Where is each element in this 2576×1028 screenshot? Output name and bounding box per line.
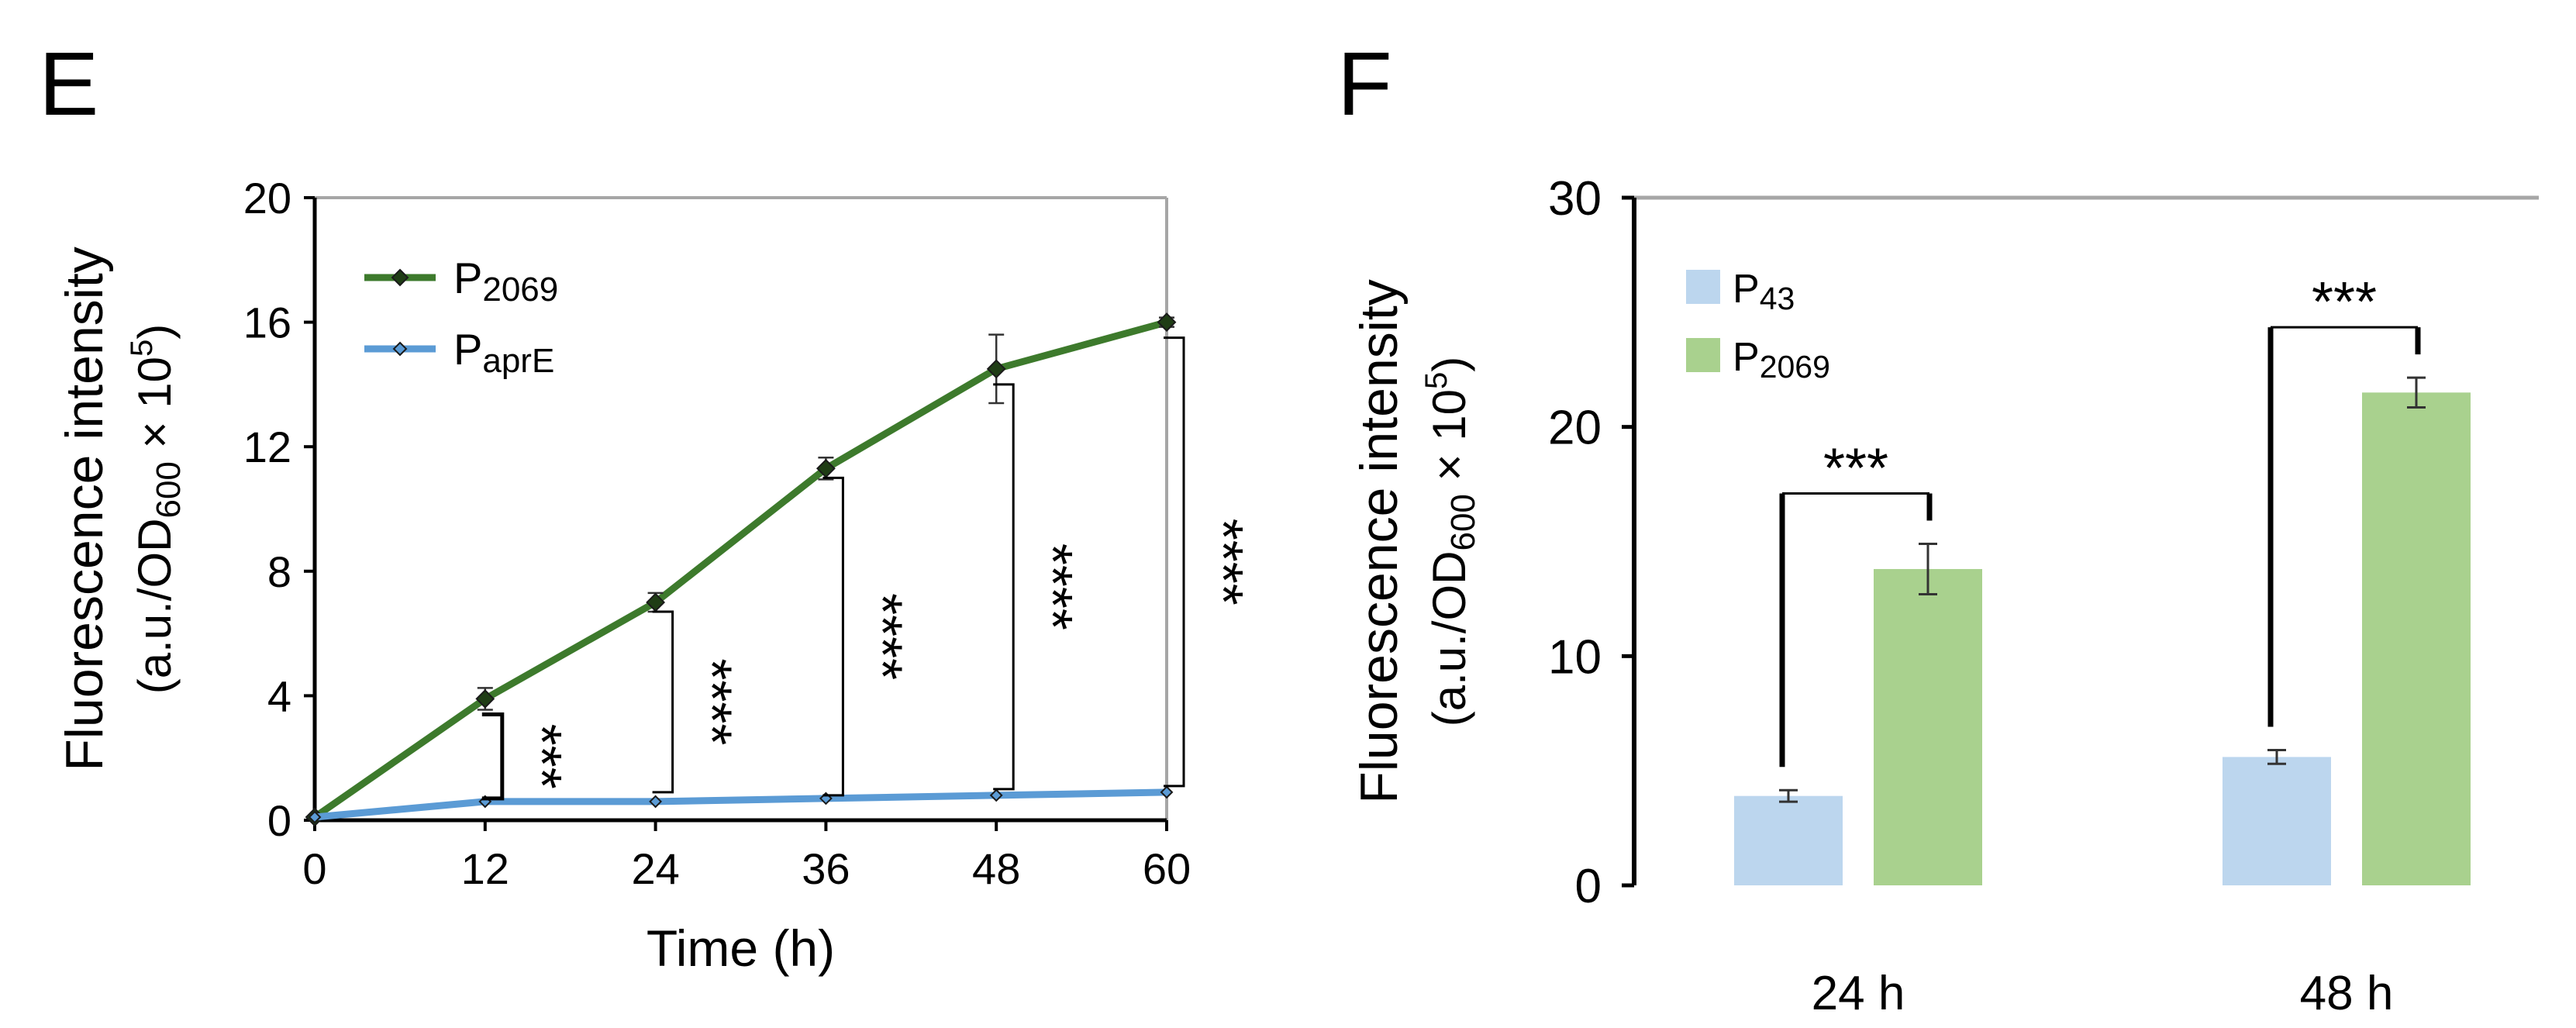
data-point <box>475 689 495 709</box>
legend-marker <box>392 341 408 357</box>
x-tick-label: 36 <box>802 844 850 893</box>
legend-label-0: P2069 <box>453 254 558 309</box>
bar-0-1 <box>2223 757 2331 885</box>
x-axis-label: Time (h) <box>647 919 835 977</box>
y-tick-label: 30 <box>1548 172 1602 226</box>
y-tick-label: 8 <box>267 547 291 596</box>
significance-bracket <box>652 610 674 794</box>
significance-label: **** <box>681 658 743 745</box>
x-tick-label: 48 <box>972 844 1020 893</box>
x-tick-label: 12 <box>461 844 509 893</box>
y-axis-label-line2: (a.u./OD600 × 105) <box>125 324 188 695</box>
significance-bracket <box>481 712 505 801</box>
significance-label: **** <box>1191 519 1254 605</box>
legend-swatch-1 <box>1686 338 1720 372</box>
significance-label: **** <box>850 593 912 680</box>
y-axis-label-line2: (a.u./OD600 × 105) <box>1419 357 1482 727</box>
bar-0-0 <box>1734 795 1843 885</box>
bar-1-0 <box>1874 568 1982 885</box>
x-tick-label: 24 h <box>1812 967 1905 1020</box>
x-tick-label: 24 <box>631 844 679 893</box>
data-point <box>986 359 1006 379</box>
chart-f: 0 10 20 30 Fluorescence intensity (a.u./OD600… <box>1350 172 2539 1020</box>
y-axis-label: Fluorescence intensity (a.u./OD600 × 105) <box>55 247 188 771</box>
legend-label-1: PaprE <box>453 325 554 380</box>
legend-marker <box>391 268 409 287</box>
x-tick-label: 0 <box>302 844 326 893</box>
significance-label: *** <box>510 724 572 789</box>
y-tick-label: 0 <box>267 796 291 845</box>
series-line-1 <box>314 788 1167 821</box>
significance-label: **** <box>1021 543 1083 630</box>
y-tick-label: 0 <box>1575 860 1602 913</box>
x-tick-label: 48 h <box>2300 967 2394 1020</box>
y-tick-label: 10 <box>1548 630 1602 684</box>
panel-letter-e: E <box>39 33 98 134</box>
y-tick-label: 20 <box>243 174 291 223</box>
bar-1-1 <box>2362 392 2471 886</box>
significance-bracket <box>1164 336 1185 788</box>
legend-label-1: P2069 <box>1733 335 1830 385</box>
y-tick-label: 20 <box>1548 402 1602 455</box>
y-tick-label: 4 <box>267 671 291 720</box>
y-axis-label: Fluorescence intensity (a.u./OD600 × 105) <box>1350 279 1482 804</box>
significance-bracket <box>822 476 844 797</box>
y-axis-label-line1: Fluorescence intensity <box>55 247 114 771</box>
legend-label-0: P43 <box>1733 267 1795 316</box>
data-point <box>649 795 663 809</box>
significance-label: *** <box>1823 437 1888 499</box>
significance-label: *** <box>2312 271 2377 333</box>
significance-bracket <box>993 383 1015 791</box>
data-point <box>1160 785 1174 799</box>
y-tick-label: 16 <box>243 298 291 347</box>
x-tick-label: 60 <box>1143 844 1191 893</box>
series-line-0 <box>312 319 1168 820</box>
data-point <box>989 788 1003 802</box>
y-axis-label-line1: Fluorescence intensity <box>1350 279 1409 804</box>
panel-letter-f: F <box>1337 33 1392 134</box>
y-tick-label: 12 <box>243 423 291 471</box>
data-point <box>1157 312 1177 333</box>
legend-swatch-0 <box>1686 270 1720 304</box>
data-point <box>308 810 322 824</box>
